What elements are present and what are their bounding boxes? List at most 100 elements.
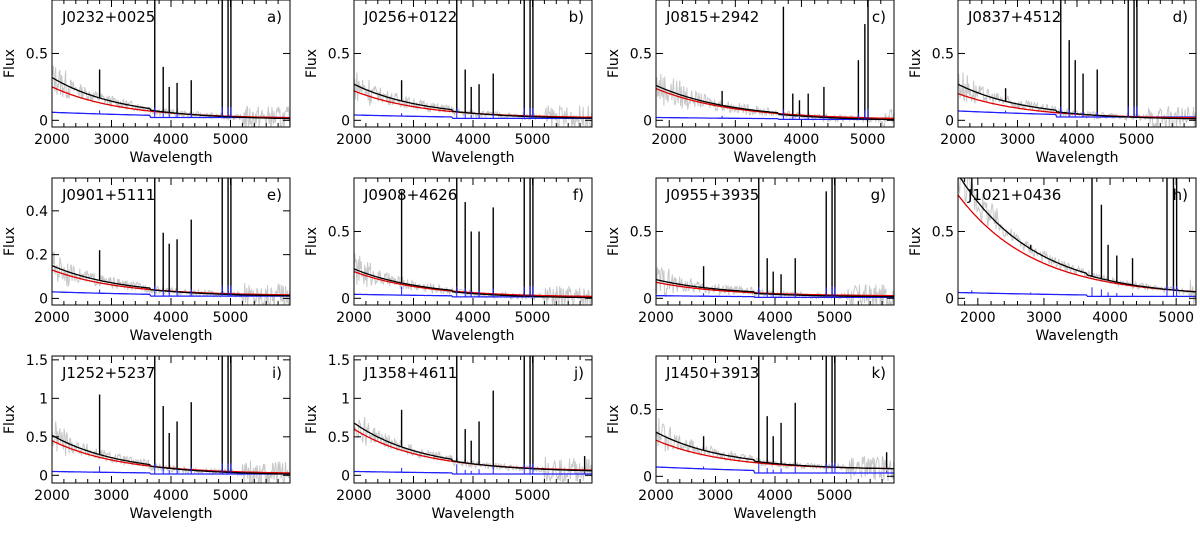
x-tick-label-g: 3000 bbox=[698, 310, 734, 326]
x-tick-label-b: 2000 bbox=[336, 132, 372, 148]
stellar-curve-h bbox=[958, 194, 1196, 293]
x-tick-label-i: 4000 bbox=[153, 488, 189, 504]
y-tick-label-a: 0.5 bbox=[26, 46, 48, 62]
stellar-curve-f bbox=[354, 270, 592, 298]
total-model-curve-c bbox=[656, 84, 894, 121]
y-tick-label-g: 0.5 bbox=[630, 224, 652, 240]
observed-spectrum-k bbox=[656, 417, 894, 481]
plot-area-c bbox=[656, 0, 894, 127]
y-tick-label-c: 0.5 bbox=[630, 46, 652, 62]
x-tick-label-a: 5000 bbox=[213, 132, 249, 148]
panel-g: 2000 3000 4000 5000 0 0.5 Wavelength Flux J0955+… bbox=[606, 177, 895, 344]
x-tick-label-b: 5000 bbox=[515, 132, 551, 148]
y-tick-label-d: 0.5 bbox=[932, 46, 954, 62]
panel-j: 2000 3000 4000 5000 0 0.5 1 1.5 Wavelength Flux J1… bbox=[304, 353, 593, 522]
x-tick-label-g: 2000 bbox=[638, 310, 674, 326]
y-tick-label-b: 0.5 bbox=[328, 46, 350, 62]
total-model-curve-e bbox=[52, 265, 290, 297]
x-tick-label-e: 2000 bbox=[34, 310, 70, 326]
y-axis-title-h: Flux bbox=[908, 227, 924, 256]
panel-title-g: J0955+3935 bbox=[665, 186, 759, 204]
plot-area-a bbox=[52, 0, 290, 127]
panel-tag-h: h) bbox=[1173, 186, 1188, 204]
y-axis-title-j: Flux bbox=[304, 405, 320, 434]
y-tick-label-h: 0 bbox=[945, 291, 954, 307]
y-tick-label-j: 1 bbox=[341, 391, 350, 407]
plot-area-k bbox=[656, 356, 894, 481]
x-axis-title-b: Wavelength bbox=[431, 150, 514, 166]
x-tick-label-h: 3000 bbox=[1026, 310, 1062, 326]
x-tick-label-c: 5000 bbox=[850, 132, 886, 148]
panel-tag-i: i) bbox=[272, 364, 282, 382]
x-tick-label-g: 5000 bbox=[817, 310, 853, 326]
nebular-curve-c bbox=[656, 116, 894, 121]
y-axis-title-f: Flux bbox=[304, 227, 320, 256]
observed-spectrum-j bbox=[354, 416, 592, 483]
x-tick-label-j: 4000 bbox=[455, 488, 491, 504]
y-axis-title-d: Flux bbox=[908, 49, 924, 78]
stellar-curve-c bbox=[656, 87, 894, 120]
panel-c: 2000 3000 4000 5000 0 0.5 Wavelength Flux J0815+… bbox=[606, 0, 895, 166]
y-tick-label-j: 0 bbox=[341, 468, 350, 484]
y-axis-title-e: Flux bbox=[2, 227, 18, 256]
y-tick-label-k: 0.5 bbox=[630, 402, 652, 418]
y-tick-label-j: 1.5 bbox=[328, 353, 350, 369]
x-axis-title-g: Wavelength bbox=[733, 328, 816, 344]
y-tick-label-h: 0.5 bbox=[932, 224, 954, 240]
x-tick-label-h: 5000 bbox=[1158, 310, 1194, 326]
x-axis-title-i: Wavelength bbox=[129, 506, 212, 522]
y-tick-label-b: 0 bbox=[341, 113, 350, 129]
y-axis-title-c: Flux bbox=[606, 49, 622, 78]
total-model-curve-i bbox=[52, 434, 290, 475]
x-tick-label-e: 3000 bbox=[94, 310, 130, 326]
x-tick-label-d: 3000 bbox=[1000, 132, 1036, 148]
plot-area-d bbox=[958, 0, 1196, 127]
panel-title-c: J0815+2942 bbox=[665, 8, 759, 26]
y-tick-label-i: 0 bbox=[39, 468, 48, 484]
x-tick-label-a: 4000 bbox=[153, 132, 189, 148]
x-tick-label-c: 4000 bbox=[784, 132, 820, 148]
x-tick-label-g: 4000 bbox=[757, 310, 793, 326]
y-axis-title-k: Flux bbox=[606, 405, 622, 434]
total-model-curve-j bbox=[354, 422, 592, 472]
panel-title-h: J1021+0436 bbox=[967, 186, 1061, 204]
x-tick-label-k: 5000 bbox=[817, 488, 853, 504]
x-tick-label-f: 3000 bbox=[396, 310, 432, 326]
plot-area-f bbox=[354, 178, 592, 305]
y-tick-label-d: 0 bbox=[945, 113, 954, 129]
x-tick-label-a: 3000 bbox=[94, 132, 130, 148]
x-axis-title-f: Wavelength bbox=[431, 328, 514, 344]
y-tick-label-e: 0.4 bbox=[26, 204, 48, 220]
plot-area-b bbox=[354, 0, 592, 127]
total-model-curve-g bbox=[656, 278, 894, 298]
total-model-curve-k bbox=[656, 431, 894, 470]
panel-tag-f: f) bbox=[573, 186, 584, 204]
panel-tag-e: e) bbox=[267, 186, 282, 204]
x-axis-title-j: Wavelength bbox=[431, 506, 514, 522]
panel-h: 2000 3000 4000 5000 0 0.5 Wavelength Flux J1021+… bbox=[908, 177, 1197, 344]
panel-title-e: J0901+5111 bbox=[61, 186, 155, 204]
nebular-curve-h bbox=[958, 291, 1196, 298]
panel-e: 2000 3000 4000 5000 0 0.2 0.4 Wavelength Flux J09… bbox=[2, 177, 291, 344]
total-model-curve-d bbox=[958, 83, 1196, 120]
panel-b: 2000 3000 4000 5000 0 0.5 Wavelength Flux J0256+… bbox=[304, 0, 593, 166]
panel-tag-b: b) bbox=[569, 8, 584, 26]
y-tick-label-f: 0.5 bbox=[328, 224, 350, 240]
x-tick-label-c: 3000 bbox=[718, 132, 754, 148]
y-axis-title-g: Flux bbox=[606, 227, 622, 256]
stellar-curve-g bbox=[656, 281, 894, 297]
nebular-curve-g bbox=[656, 294, 894, 299]
x-axis-title-c: Wavelength bbox=[733, 150, 816, 166]
panel-a: 2000 3000 4000 5000 0 0.5 Wavelength Flux J0232+… bbox=[2, 0, 291, 166]
panel-title-d: J0837+4512 bbox=[967, 8, 1061, 26]
x-tick-label-d: 2000 bbox=[940, 132, 976, 148]
panel-tag-g: g) bbox=[871, 186, 886, 204]
y-tick-label-g: 0 bbox=[643, 291, 652, 307]
panel-f: 2000 3000 4000 5000 0 0.5 Wavelength Flux J0908+… bbox=[304, 177, 593, 344]
y-axis-title-i: Flux bbox=[2, 405, 18, 434]
y-tick-label-i: 1 bbox=[39, 391, 48, 407]
x-tick-label-k: 2000 bbox=[638, 488, 674, 504]
x-tick-label-i: 2000 bbox=[34, 488, 70, 504]
y-tick-label-f: 0 bbox=[341, 291, 350, 307]
